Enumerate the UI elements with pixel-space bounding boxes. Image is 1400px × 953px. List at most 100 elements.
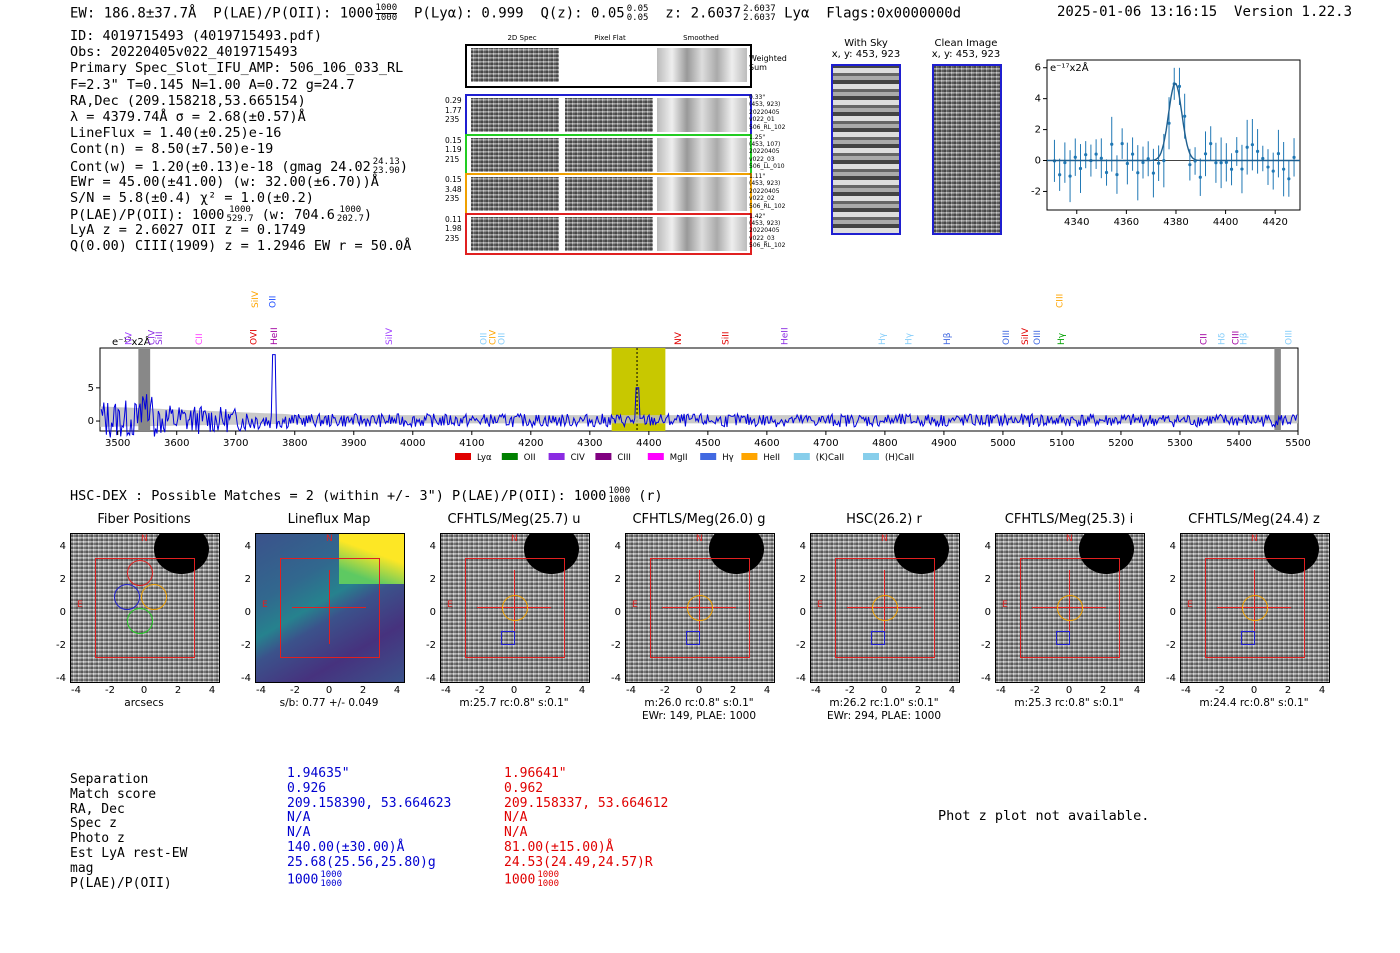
thumb-xtick: -4 — [996, 685, 1006, 696]
zoom-point — [1146, 157, 1150, 161]
zoom-point — [1141, 160, 1145, 165]
thumb-ytick: 2 — [59, 574, 66, 585]
lineflux-peak — [339, 534, 404, 584]
legend-label: Hγ — [722, 453, 733, 463]
spectrum-line — [100, 354, 1298, 438]
fiber-right-r5: 506_RL_102 — [749, 242, 786, 250]
fiber-right-r5: 506_RL_102 — [749, 123, 786, 131]
spectrum-line-label: Hγ — [1057, 332, 1067, 345]
fiber-right-labels: 0.33" (453, 923) 20220405 v022_01 506_RL_102 — [749, 94, 785, 131]
zoom-point — [1292, 155, 1296, 159]
thumb-xtick: 0 — [1250, 685, 1258, 696]
spectrum-xtick-label: 4900 — [931, 438, 956, 449]
fiber-left-labels: 0.11 1.98 235 — [445, 215, 465, 244]
zoom-point — [1287, 177, 1291, 181]
east-marker: E — [77, 600, 83, 610]
spectrum-line-label: CIV — [488, 329, 498, 345]
table-cell-frac: 1000 1000 — [537, 870, 559, 889]
thumb-ytick: 4 — [614, 541, 621, 552]
weighted-label: Weighted Sum — [749, 54, 787, 72]
thumb-ytick: 0 — [59, 607, 66, 618]
zoom-point — [1235, 149, 1239, 154]
legend-label: Lyα — [477, 453, 492, 463]
zoom-point — [1063, 161, 1067, 165]
thumb-ytick: 4 — [984, 541, 991, 552]
thumb-xtick: -2 — [660, 685, 670, 696]
zoom-point — [1198, 175, 1202, 179]
frac-hi: 1000 — [320, 869, 342, 880]
match-box — [871, 631, 885, 645]
clean-title: Clean Image x, y: 453, 923 — [928, 38, 1004, 60]
north-marker: N — [881, 534, 888, 544]
table-cell: 1.94635" — [287, 766, 451, 782]
fiber-left-l2: 1.77 — [445, 105, 462, 115]
north-marker: N — [696, 534, 703, 544]
frac-hi: 2.6037 — [743, 3, 776, 14]
legend-label: HeII — [763, 453, 780, 463]
thumb-xtick: 2 — [1284, 685, 1292, 696]
weighted-2d — [471, 48, 559, 82]
fiber-left-labels: 0.15 1.19 215 — [445, 136, 465, 165]
table-row-label: Photo z — [70, 831, 125, 847]
north-marker: N — [141, 534, 148, 544]
thumb-xtick: 2 — [914, 685, 922, 696]
zoom-point — [1157, 161, 1161, 165]
spectrum-xtick-label: 4000 — [400, 438, 425, 449]
frac-hi: 1000 — [608, 486, 631, 496]
zoom-point — [1151, 171, 1156, 175]
legend-swatch — [647, 453, 664, 460]
zoom-point — [1250, 143, 1254, 147]
header-right: 2025-01-06 13:16:15 Version 1.22.3 — [1057, 4, 1352, 20]
fiber-right-r1: 0.33" — [749, 94, 766, 101]
zoom-point — [1084, 153, 1088, 157]
thumb-ytick: -4 — [611, 673, 621, 684]
info-primary: Primary Spec_Slot_IFU_AMP: 506_106_033_R… — [70, 60, 404, 77]
thumb-xtick: 2 — [174, 685, 182, 696]
info-radec: RA,Dec (209.158218,53.665154) — [70, 92, 306, 109]
zoom-point — [1130, 152, 1135, 156]
fiber-smoothed — [657, 216, 747, 251]
east-marker: E — [632, 600, 638, 610]
table-cell-value: 0.962 — [504, 780, 544, 796]
spectrum-line-label: Hβ — [943, 332, 953, 345]
info-plae: P(LAE)/P(OII): 1000 1000 529.7 (w: 704.6 10… — [70, 205, 411, 224]
thumb-xtick: 4 — [1318, 685, 1326, 696]
north-marker: N — [326, 534, 333, 544]
spectrum-line-label: NV — [674, 331, 684, 345]
thumb-title: HSC(26.2) r — [846, 512, 922, 527]
thumb-xtick: -4 — [811, 685, 821, 696]
info-lya-z: LyA z = 2.6027 OII z = 0.1749 — [70, 222, 306, 239]
sky-image — [831, 64, 901, 235]
zoom-point — [1068, 174, 1072, 178]
zoom-point — [1162, 159, 1166, 163]
spectrum-line-label: OII — [268, 296, 278, 308]
source-circle — [872, 595, 898, 621]
thumb-ytick: -4 — [426, 673, 436, 684]
frac-hi: 1000 — [339, 205, 362, 216]
table-cell: 24.53(24.49,24.57)R — [504, 855, 668, 871]
zoom-point — [1240, 167, 1244, 171]
table-cell-value: 209.158337, 53.664612 — [504, 795, 669, 811]
fiber-smoothed — [657, 137, 747, 172]
spectrum-xtick-label: 5100 — [1049, 438, 1074, 449]
east-marker: E — [447, 600, 453, 610]
frac-hi: 24.13 — [372, 156, 400, 167]
zoom-xtick-label: 4380 — [1163, 217, 1188, 228]
thumb-ytick: -2 — [1166, 640, 1176, 651]
fiber-left-l1: 0.15 — [445, 175, 462, 184]
table-row-label: RA, Dec — [70, 801, 125, 817]
fiber-circle — [127, 560, 153, 586]
fiber-left-l1: 0.11 — [445, 214, 462, 224]
table-cell-value: 81.00(±15.00)Å — [504, 839, 614, 855]
thumb-caption: arcsecs — [124, 697, 164, 709]
table-cell-value: 1000 — [287, 872, 319, 888]
fiber-pixelflat — [565, 216, 653, 251]
zoom-point — [1120, 142, 1124, 146]
table-cell-frac: 1000 1000 — [320, 869, 342, 889]
zoom-ytick-label: 4 — [1035, 94, 1041, 105]
legend-swatch — [501, 453, 518, 460]
matches-line: HSC-DEX : Possible Matches = 2 (within +… — [70, 487, 663, 505]
spectrum-line-label: Hγ — [878, 332, 888, 345]
fiber-left-labels: 0.15 3.48 235 — [445, 175, 465, 204]
